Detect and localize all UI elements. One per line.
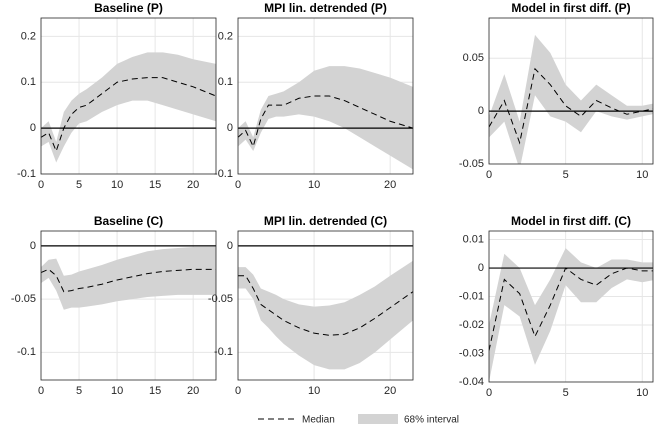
x-tick-label: 20 [384, 385, 396, 397]
x-tick-label: 20 [384, 179, 396, 191]
y-tick-label: -0.05 [459, 158, 484, 170]
y-tick-label: -0.04 [459, 376, 484, 388]
legend-label: Median [302, 415, 335, 426]
chart-title: MPI lin. detrended (C) [264, 214, 387, 228]
x-tick-label: 15 [149, 179, 161, 191]
plot-frame [488, 230, 654, 383]
x-tick-label: 0 [235, 385, 241, 397]
x-tick-label: 10 [111, 385, 123, 397]
plot-frame [40, 17, 217, 175]
y-tick-label: 0 [227, 122, 233, 134]
interval-band [238, 66, 413, 170]
x-tick-label: 0 [486, 169, 492, 181]
y-tick-label: -0.1 [17, 168, 36, 180]
y-tick-label: 0 [478, 262, 484, 274]
y-tick-label: -0.03 [459, 347, 484, 359]
y-tick-label: 0.2 [218, 30, 233, 42]
plot-content [238, 18, 413, 174]
x-tick-label: 10 [308, 385, 320, 397]
x-tick-label: 0 [486, 387, 492, 399]
plot-frame [237, 17, 414, 175]
y-tick-label: -0.05 [208, 293, 233, 305]
x-tick-label: 20 [187, 385, 199, 397]
chart-title: MPI lin. detrended (P) [264, 1, 387, 15]
legend-label: 68% interval [404, 415, 459, 426]
y-tick-label: 0.05 [463, 52, 484, 64]
y-tick-label: 0.1 [218, 76, 233, 88]
chart-title: Model in first diff. (P) [511, 1, 630, 15]
y-tick-label: 0.1 [21, 76, 36, 88]
y-tick-label: 0 [478, 105, 484, 117]
y-tick-label: 0 [227, 240, 233, 252]
x-tick-label: 10 [636, 387, 648, 399]
x-tick-label: 5 [76, 385, 82, 397]
y-tick-label: 0 [30, 240, 36, 252]
median-line [238, 95, 413, 148]
y-tick-label: -0.1 [214, 168, 233, 180]
x-tick-label: 0 [38, 179, 44, 191]
interval-band [489, 34, 653, 164]
median-line [41, 268, 216, 293]
x-tick-label: 10 [636, 169, 648, 181]
plot-frame [488, 17, 654, 165]
x-tick-label: 20 [187, 179, 199, 191]
x-tick-label: 10 [308, 179, 320, 191]
chart-title: Baseline (C) [94, 214, 163, 228]
interval-band [489, 248, 653, 382]
x-tick-label: 5 [563, 387, 569, 399]
x-tick-label: 0 [235, 179, 241, 191]
interval-band [41, 52, 216, 163]
chart-title: Model in first diff. (C) [511, 214, 631, 228]
legend-interval-swatch [358, 414, 398, 424]
x-tick-label: 5 [76, 179, 82, 191]
y-tick-label: 0.2 [21, 30, 36, 42]
y-tick-label: -0.05 [11, 293, 36, 305]
y-tick-label: 0.01 [463, 233, 484, 245]
median-line [238, 275, 413, 336]
median-line [41, 77, 216, 153]
x-tick-label: 15 [149, 385, 161, 397]
y-tick-label: 0 [30, 122, 36, 134]
y-tick-label: -0.1 [214, 346, 233, 358]
median-line [489, 267, 653, 351]
x-tick-label: 10 [111, 179, 123, 191]
interval-band [238, 260, 413, 370]
y-tick-label: -0.01 [459, 290, 484, 302]
y-tick-label: -0.02 [459, 319, 484, 331]
chart-title: Baseline (P) [94, 1, 163, 15]
interval-band [41, 246, 216, 310]
x-tick-label: 0 [38, 385, 44, 397]
x-tick-label: 5 [563, 169, 569, 181]
plot-frame [237, 230, 414, 381]
plot-frame [40, 230, 217, 381]
y-tick-label: -0.1 [17, 346, 36, 358]
